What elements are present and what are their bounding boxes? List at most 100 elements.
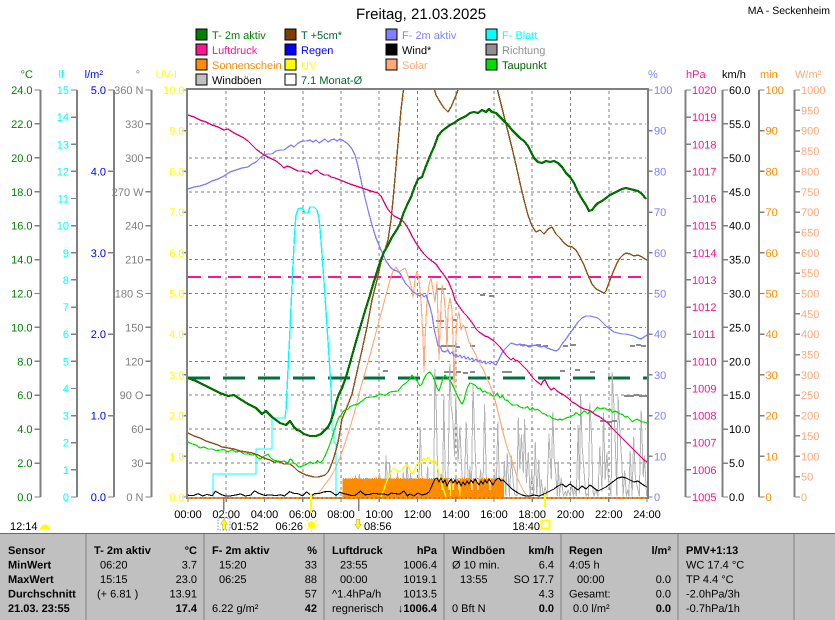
svg-text:21.03. 23:55: 21.03. 23:55: [8, 603, 70, 615]
svg-text:240: 240: [125, 221, 143, 233]
svg-text:08:56: 08:56: [364, 521, 392, 533]
svg-text:10.0: 10.0: [11, 322, 32, 334]
svg-text:90 O: 90 O: [120, 390, 144, 402]
svg-text:l/m²: l/m²: [651, 545, 671, 557]
svg-text:14:00: 14:00: [442, 509, 470, 521]
svg-text:90: 90: [766, 126, 778, 138]
svg-text:6.0: 6.0: [169, 248, 184, 260]
svg-text:4: 4: [63, 384, 69, 396]
svg-text:15:15: 15:15: [100, 574, 128, 586]
svg-text:3.7: 3.7: [182, 560, 197, 572]
svg-text:10: 10: [654, 451, 666, 463]
svg-text:1015: 1015: [692, 221, 716, 233]
svg-text:2: 2: [63, 438, 69, 450]
svg-text:12.0: 12.0: [11, 289, 32, 301]
svg-text:7.0: 7.0: [169, 207, 184, 219]
svg-text:0.0: 0.0: [17, 492, 32, 504]
svg-text:33: 33: [305, 560, 317, 572]
svg-text:15: 15: [57, 85, 69, 97]
svg-text:200: 200: [801, 411, 819, 423]
svg-text:10: 10: [57, 221, 69, 233]
svg-text:lf: lf: [59, 69, 65, 81]
svg-text:350: 350: [801, 350, 819, 362]
svg-text:↓1006.4: ↓1006.4: [398, 603, 438, 615]
svg-text:750: 750: [801, 187, 819, 199]
svg-text:6.0: 6.0: [17, 390, 32, 402]
svg-text:8: 8: [63, 275, 69, 287]
svg-text:15.0: 15.0: [729, 390, 750, 402]
svg-text:100: 100: [654, 85, 672, 97]
svg-text:°C: °C: [185, 545, 197, 557]
svg-text:1.0: 1.0: [169, 451, 184, 463]
svg-text:60.0: 60.0: [729, 85, 750, 97]
svg-text:01:52: 01:52: [231, 521, 259, 533]
svg-text:F- 2m aktiv: F- 2m aktiv: [212, 545, 270, 557]
svg-text:13:55: 13:55: [460, 574, 488, 586]
svg-text:1019: 1019: [692, 112, 716, 124]
svg-text:regnerisch: regnerisch: [332, 603, 383, 615]
svg-text:360 N: 360 N: [114, 85, 143, 97]
svg-text:70: 70: [654, 207, 666, 219]
svg-text:%: %: [648, 69, 658, 81]
svg-text:18:00: 18:00: [518, 509, 546, 521]
svg-text:16.0: 16.0: [11, 221, 32, 233]
svg-text:5.0: 5.0: [729, 458, 744, 470]
svg-text:45.0: 45.0: [729, 187, 750, 199]
svg-text:°C: °C: [21, 69, 33, 81]
svg-text:1010: 1010: [692, 356, 716, 368]
svg-text:20.0: 20.0: [729, 356, 750, 368]
svg-text:T- 2m aktiv: T- 2m aktiv: [212, 30, 266, 42]
svg-text:80: 80: [654, 166, 666, 178]
svg-text:24:00: 24:00: [633, 509, 661, 521]
svg-text:1.0: 1.0: [91, 411, 106, 423]
svg-text:7: 7: [63, 302, 69, 314]
svg-text:0.0: 0.0: [656, 603, 671, 615]
svg-text:Regen: Regen: [569, 545, 603, 557]
svg-text:1020: 1020: [692, 85, 716, 97]
svg-text:20.0: 20.0: [11, 153, 32, 165]
svg-text:900: 900: [801, 126, 819, 138]
svg-text:4:05 h: 4:05 h: [569, 560, 600, 572]
svg-text:18.0: 18.0: [11, 187, 32, 199]
svg-text:0: 0: [766, 492, 772, 504]
svg-text:08:00: 08:00: [327, 509, 355, 521]
svg-text:16:00: 16:00: [480, 509, 508, 521]
svg-text:Solar: Solar: [402, 60, 428, 72]
svg-text:Freitag, 21.03.2025: Freitag, 21.03.2025: [356, 6, 486, 23]
svg-text:100: 100: [766, 85, 784, 97]
svg-text:Taupunkt: Taupunkt: [502, 60, 547, 72]
svg-text:-2.0hPa/3h: -2.0hPa/3h: [686, 589, 740, 601]
svg-text:hPa: hPa: [417, 545, 438, 557]
svg-text:24.0: 24.0: [11, 85, 32, 97]
svg-text:11: 11: [58, 194, 69, 206]
svg-text:0.0: 0.0: [729, 492, 744, 504]
svg-text:WC 17.4 °C: WC 17.4 °C: [686, 560, 744, 572]
svg-text:0: 0: [63, 492, 69, 504]
svg-text:Windböen: Windböen: [212, 75, 262, 87]
svg-text:30: 30: [654, 370, 666, 382]
svg-text:Luftdruck: Luftdruck: [332, 545, 384, 557]
svg-text:Sonnenschein: Sonnenschein: [212, 60, 282, 72]
svg-text:06:00: 06:00: [289, 509, 317, 521]
svg-text:5: 5: [63, 356, 69, 368]
svg-text:%: %: [307, 545, 317, 557]
svg-text:Richtung: Richtung: [502, 45, 545, 57]
svg-text:1017: 1017: [692, 166, 716, 178]
svg-text:(+ 6.81 ): (+ 6.81 ): [97, 589, 138, 601]
svg-text:Gesamt:: Gesamt:: [569, 589, 611, 601]
svg-text:Wind*: Wind*: [402, 45, 432, 57]
svg-text:min: min: [760, 69, 778, 81]
svg-text:23.0: 23.0: [176, 574, 197, 586]
svg-text:700: 700: [801, 207, 819, 219]
svg-text:17.4: 17.4: [176, 603, 198, 615]
svg-text:90: 90: [654, 126, 666, 138]
svg-text:150: 150: [801, 431, 819, 443]
svg-text:12: 12: [57, 166, 69, 178]
svg-text:1: 1: [63, 465, 69, 477]
svg-text:850: 850: [801, 146, 819, 158]
svg-text:3.0: 3.0: [91, 248, 106, 260]
svg-text:400: 400: [801, 329, 819, 341]
svg-text:F- Blatt: F- Blatt: [502, 30, 537, 42]
svg-text:50: 50: [766, 289, 778, 301]
svg-text:20: 20: [766, 411, 778, 423]
